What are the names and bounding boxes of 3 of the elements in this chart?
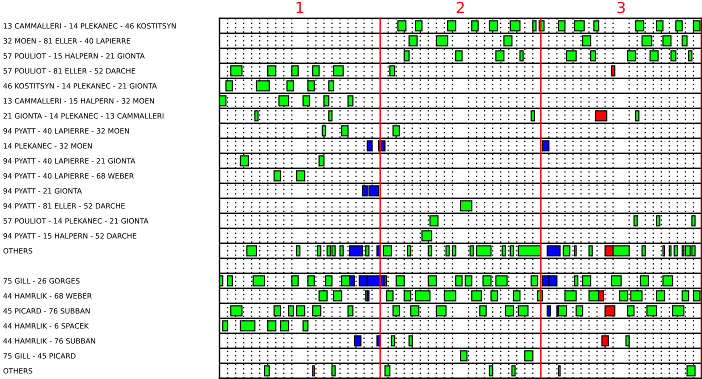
x-tick-label: 1 bbox=[296, 2, 304, 14]
x-tick-label: 2 bbox=[456, 2, 464, 14]
x-tick-label: 3 bbox=[617, 2, 625, 14]
